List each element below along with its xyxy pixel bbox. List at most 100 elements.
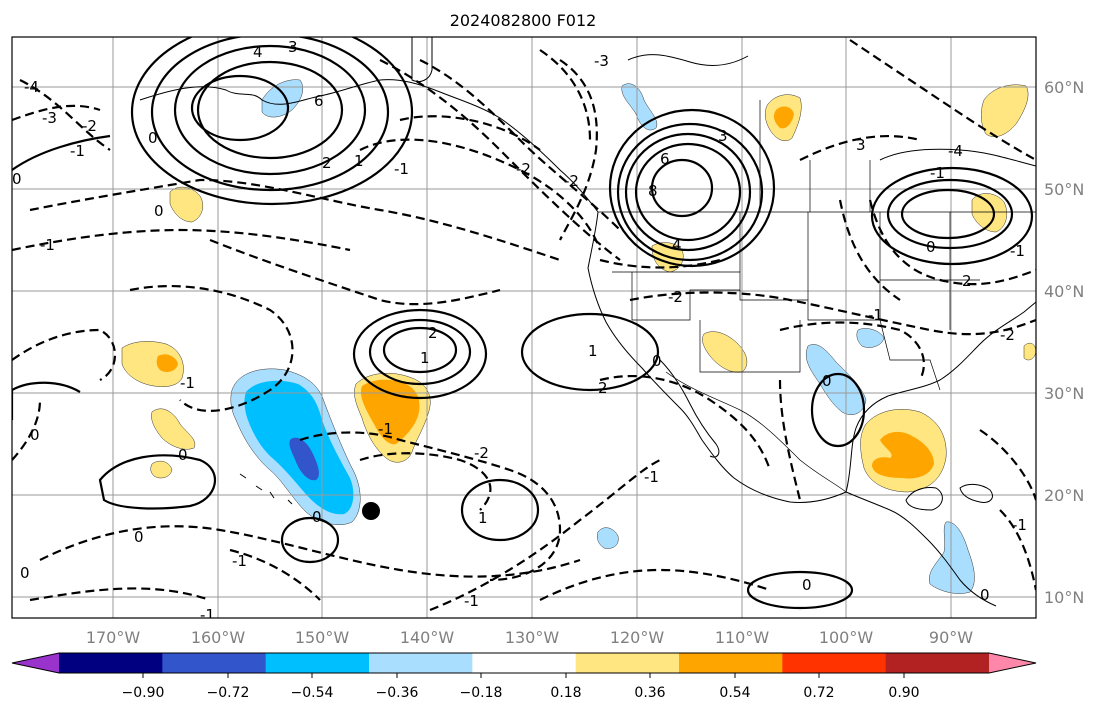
contour-label: 3	[856, 136, 866, 154]
colorbar-segment	[162, 653, 267, 673]
contour-label: -4	[24, 78, 39, 96]
contour-label: 0	[980, 586, 990, 604]
contour-label: -3	[594, 52, 609, 70]
x-tick-label: 90°W	[929, 628, 973, 647]
contour-label: -1	[464, 592, 479, 610]
contour-label: -2	[82, 117, 97, 135]
contour-label: -1	[200, 606, 215, 624]
contour-label: -1	[232, 552, 247, 570]
colorbar-segment	[575, 653, 680, 673]
colorbar-extend-max	[989, 653, 1036, 673]
contour-label: 3	[718, 127, 728, 145]
positive-anomaly-north-pacific	[169, 186, 203, 223]
positive-anomaly-hudson	[981, 84, 1029, 137]
contour-label: -1	[868, 306, 883, 324]
contour-label: 0	[822, 372, 832, 390]
x-tick-label: 110°W	[715, 628, 770, 647]
contour-label: 2	[598, 379, 608, 397]
contour-label: -1	[180, 374, 195, 392]
contour-label: 2	[962, 272, 972, 290]
negative-anomaly-texas	[856, 328, 885, 348]
x-tick-label: 130°W	[505, 628, 560, 647]
x-tick-label: 140°W	[400, 628, 455, 647]
negative-anomaly-pacific	[597, 527, 619, 549]
contour-label: -4	[948, 142, 963, 160]
colorbar-tick-label: 0.36	[634, 685, 665, 701]
positive-anomaly-gulf-core	[872, 431, 934, 479]
contour-label: -3	[42, 109, 57, 127]
y-tick-label: 50°N	[1044, 180, 1084, 199]
contour-label: -1	[930, 164, 945, 182]
contour-label: 0	[134, 528, 144, 546]
colorbar-segment	[885, 653, 990, 673]
y-tick-label: 60°N	[1044, 78, 1084, 97]
contour-label: 0	[652, 352, 662, 370]
contour-label: -2	[564, 172, 579, 190]
contour-label: 0	[926, 238, 936, 256]
colorbar-tick-label: 0.72	[803, 685, 834, 701]
colorbar-tick-label: −0.54	[291, 685, 334, 701]
contour-label: 0	[20, 564, 30, 582]
negative-anomaly-central-america	[928, 521, 975, 594]
colorbar-tick-label: −0.36	[376, 685, 419, 701]
contour-label: 4	[253, 43, 263, 61]
colorbar-segments	[11, 652, 1037, 678]
y-tick-label: 20°N	[1044, 486, 1084, 505]
contour-label: -1	[1010, 242, 1025, 260]
colorbar-segment	[472, 653, 577, 673]
map-panel: 4 3 6 2 1 0 -3 -2 -1 -4 0 -1 0 2 1 -2 -1…	[11, 36, 1037, 624]
contour-label: -1	[70, 142, 85, 160]
x-tick-label: 120°W	[610, 628, 665, 647]
colorbar-tick-labels: −0.90 −0.72 −0.54 −0.36 −0.18 0.18 0.36 …	[122, 685, 920, 701]
contour-label: 0	[178, 446, 188, 464]
x-tick-label: 170°W	[86, 628, 141, 647]
contour-label: -2	[1000, 326, 1015, 344]
positive-anomaly-southwest	[151, 408, 196, 450]
contour-label: -1	[378, 420, 393, 438]
x-tick-label: 150°W	[295, 628, 350, 647]
colorbar-outline	[11, 652, 1037, 674]
contour-label: 2	[322, 154, 332, 172]
contour-label: 1	[354, 152, 364, 170]
contour-label: -1	[644, 468, 659, 486]
contour-label: 1	[420, 349, 430, 367]
contour-label: 2	[428, 324, 438, 342]
contour-label: 3	[288, 38, 298, 56]
contour-label: -2	[668, 288, 683, 306]
colorbar-tick-label: 0.18	[550, 685, 581, 701]
contour-label: 6	[314, 92, 324, 110]
contour-label: 4	[672, 236, 682, 254]
gridlines	[12, 37, 1036, 618]
colorbar-segment	[369, 653, 473, 673]
y-tick-label: 10°N	[1044, 588, 1084, 607]
y-tick-label: 30°N	[1044, 384, 1084, 403]
colorbar-segment	[782, 653, 887, 673]
colorbar-tick-label: −0.72	[207, 685, 250, 701]
colorbar-tick-label: −0.18	[460, 685, 503, 701]
x-tick-label: 100°W	[819, 628, 874, 647]
contour-label: -1	[1012, 516, 1027, 534]
negative-anomaly-gulf	[805, 344, 867, 415]
coastlines	[139, 37, 1036, 607]
y-tick-label: 40°N	[1044, 282, 1084, 301]
contour-label: 0	[312, 508, 322, 526]
positive-anomaly-islet	[150, 460, 173, 479]
contour-labels: 4 3 6 2 1 0 -3 -2 -1 -4 0 -1 0 2 1 -2 -1…	[12, 38, 1027, 624]
colorbar-segment	[679, 653, 783, 673]
contour-label: 6	[660, 150, 670, 168]
contour-label: 0	[802, 576, 812, 594]
political-borders	[598, 100, 1036, 493]
contour-label: 1	[478, 509, 488, 527]
map-title: 2024082800 F012	[450, 11, 597, 30]
contour-label: 1	[588, 342, 598, 360]
positive-anomaly-west-core	[156, 354, 178, 372]
contour-label: -1	[394, 160, 409, 178]
positive-anomaly-great-lakes	[971, 193, 1007, 233]
colorbar-extend-min	[12, 653, 59, 673]
colorbar-segment	[59, 653, 163, 673]
contour-label: -2	[474, 444, 489, 462]
contour-label: -2	[516, 160, 531, 178]
negative-anomaly-peak	[289, 437, 319, 481]
contour-label: 0	[154, 202, 164, 220]
